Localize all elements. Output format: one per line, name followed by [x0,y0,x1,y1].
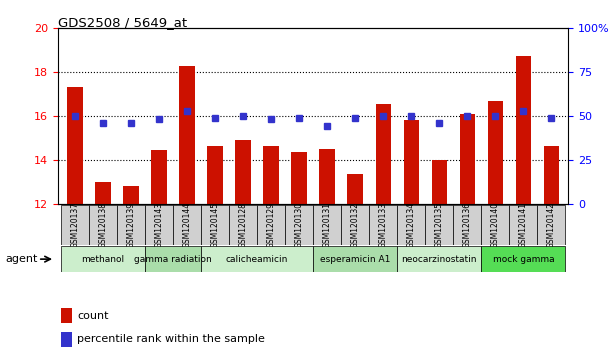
Bar [145,246,201,272]
Text: GSM120130: GSM120130 [295,202,304,248]
Bar [348,174,363,204]
Bar [89,205,117,245]
Text: GSM120132: GSM120132 [351,202,360,248]
Text: GSM120135: GSM120135 [435,202,444,248]
Bar [61,205,89,245]
Text: GSM120140: GSM120140 [491,202,500,248]
Bar [173,205,201,245]
Text: GSM120138: GSM120138 [98,202,108,248]
Text: esperamicin A1: esperamicin A1 [320,255,390,264]
Text: GSM120129: GSM120129 [266,202,276,248]
Text: gamma radiation: gamma radiation [134,255,212,264]
Text: mock gamma: mock gamma [492,255,554,264]
Bar [397,246,481,272]
Bar [291,152,307,204]
Bar [60,332,72,347]
Bar [67,87,82,204]
Bar [257,205,285,245]
Text: GSM120136: GSM120136 [463,202,472,248]
Bar [207,145,223,204]
Text: count: count [78,310,109,321]
Bar [376,104,391,204]
Bar [60,308,72,323]
Bar [145,205,173,245]
Text: GSM120131: GSM120131 [323,202,332,248]
Bar [201,246,313,272]
Bar [95,182,111,204]
Bar [459,114,475,204]
Text: GSM120142: GSM120142 [547,202,556,248]
Bar [285,205,313,245]
Bar [369,205,397,245]
Bar [425,205,453,245]
Bar [313,246,397,272]
Text: agent: agent [5,254,37,264]
Text: GSM120139: GSM120139 [126,202,136,248]
Bar [403,120,419,204]
Text: methanol: methanol [81,255,125,264]
Bar [263,145,279,204]
Bar [481,205,510,245]
Text: calicheamicin: calicheamicin [226,255,288,264]
Bar [488,101,503,204]
Bar [544,145,559,204]
Bar [538,205,565,245]
Bar [481,246,565,272]
Bar [229,205,257,245]
Bar [117,205,145,245]
Bar [313,205,341,245]
Text: GDS2508 / 5649_at: GDS2508 / 5649_at [58,16,187,29]
Text: GSM120133: GSM120133 [379,202,388,248]
Text: neocarzinostatin: neocarzinostatin [401,255,477,264]
Bar [341,205,369,245]
Bar [516,56,531,204]
Text: GSM120145: GSM120145 [211,202,219,248]
Bar [235,140,251,204]
Text: GSM120134: GSM120134 [407,202,415,248]
Bar [152,150,167,204]
Text: GSM120141: GSM120141 [519,202,528,248]
Text: percentile rank within the sample: percentile rank within the sample [78,335,265,344]
Text: GSM120128: GSM120128 [238,202,247,248]
Bar [397,205,425,245]
Bar [61,246,145,272]
Bar [201,205,229,245]
Bar [453,205,481,245]
Text: GSM120143: GSM120143 [155,202,164,248]
Bar [179,65,195,204]
Bar [510,205,538,245]
Bar [123,186,139,204]
Bar [320,149,335,204]
Text: GSM120137: GSM120137 [70,202,79,248]
Bar [431,160,447,204]
Text: GSM120144: GSM120144 [183,202,191,248]
